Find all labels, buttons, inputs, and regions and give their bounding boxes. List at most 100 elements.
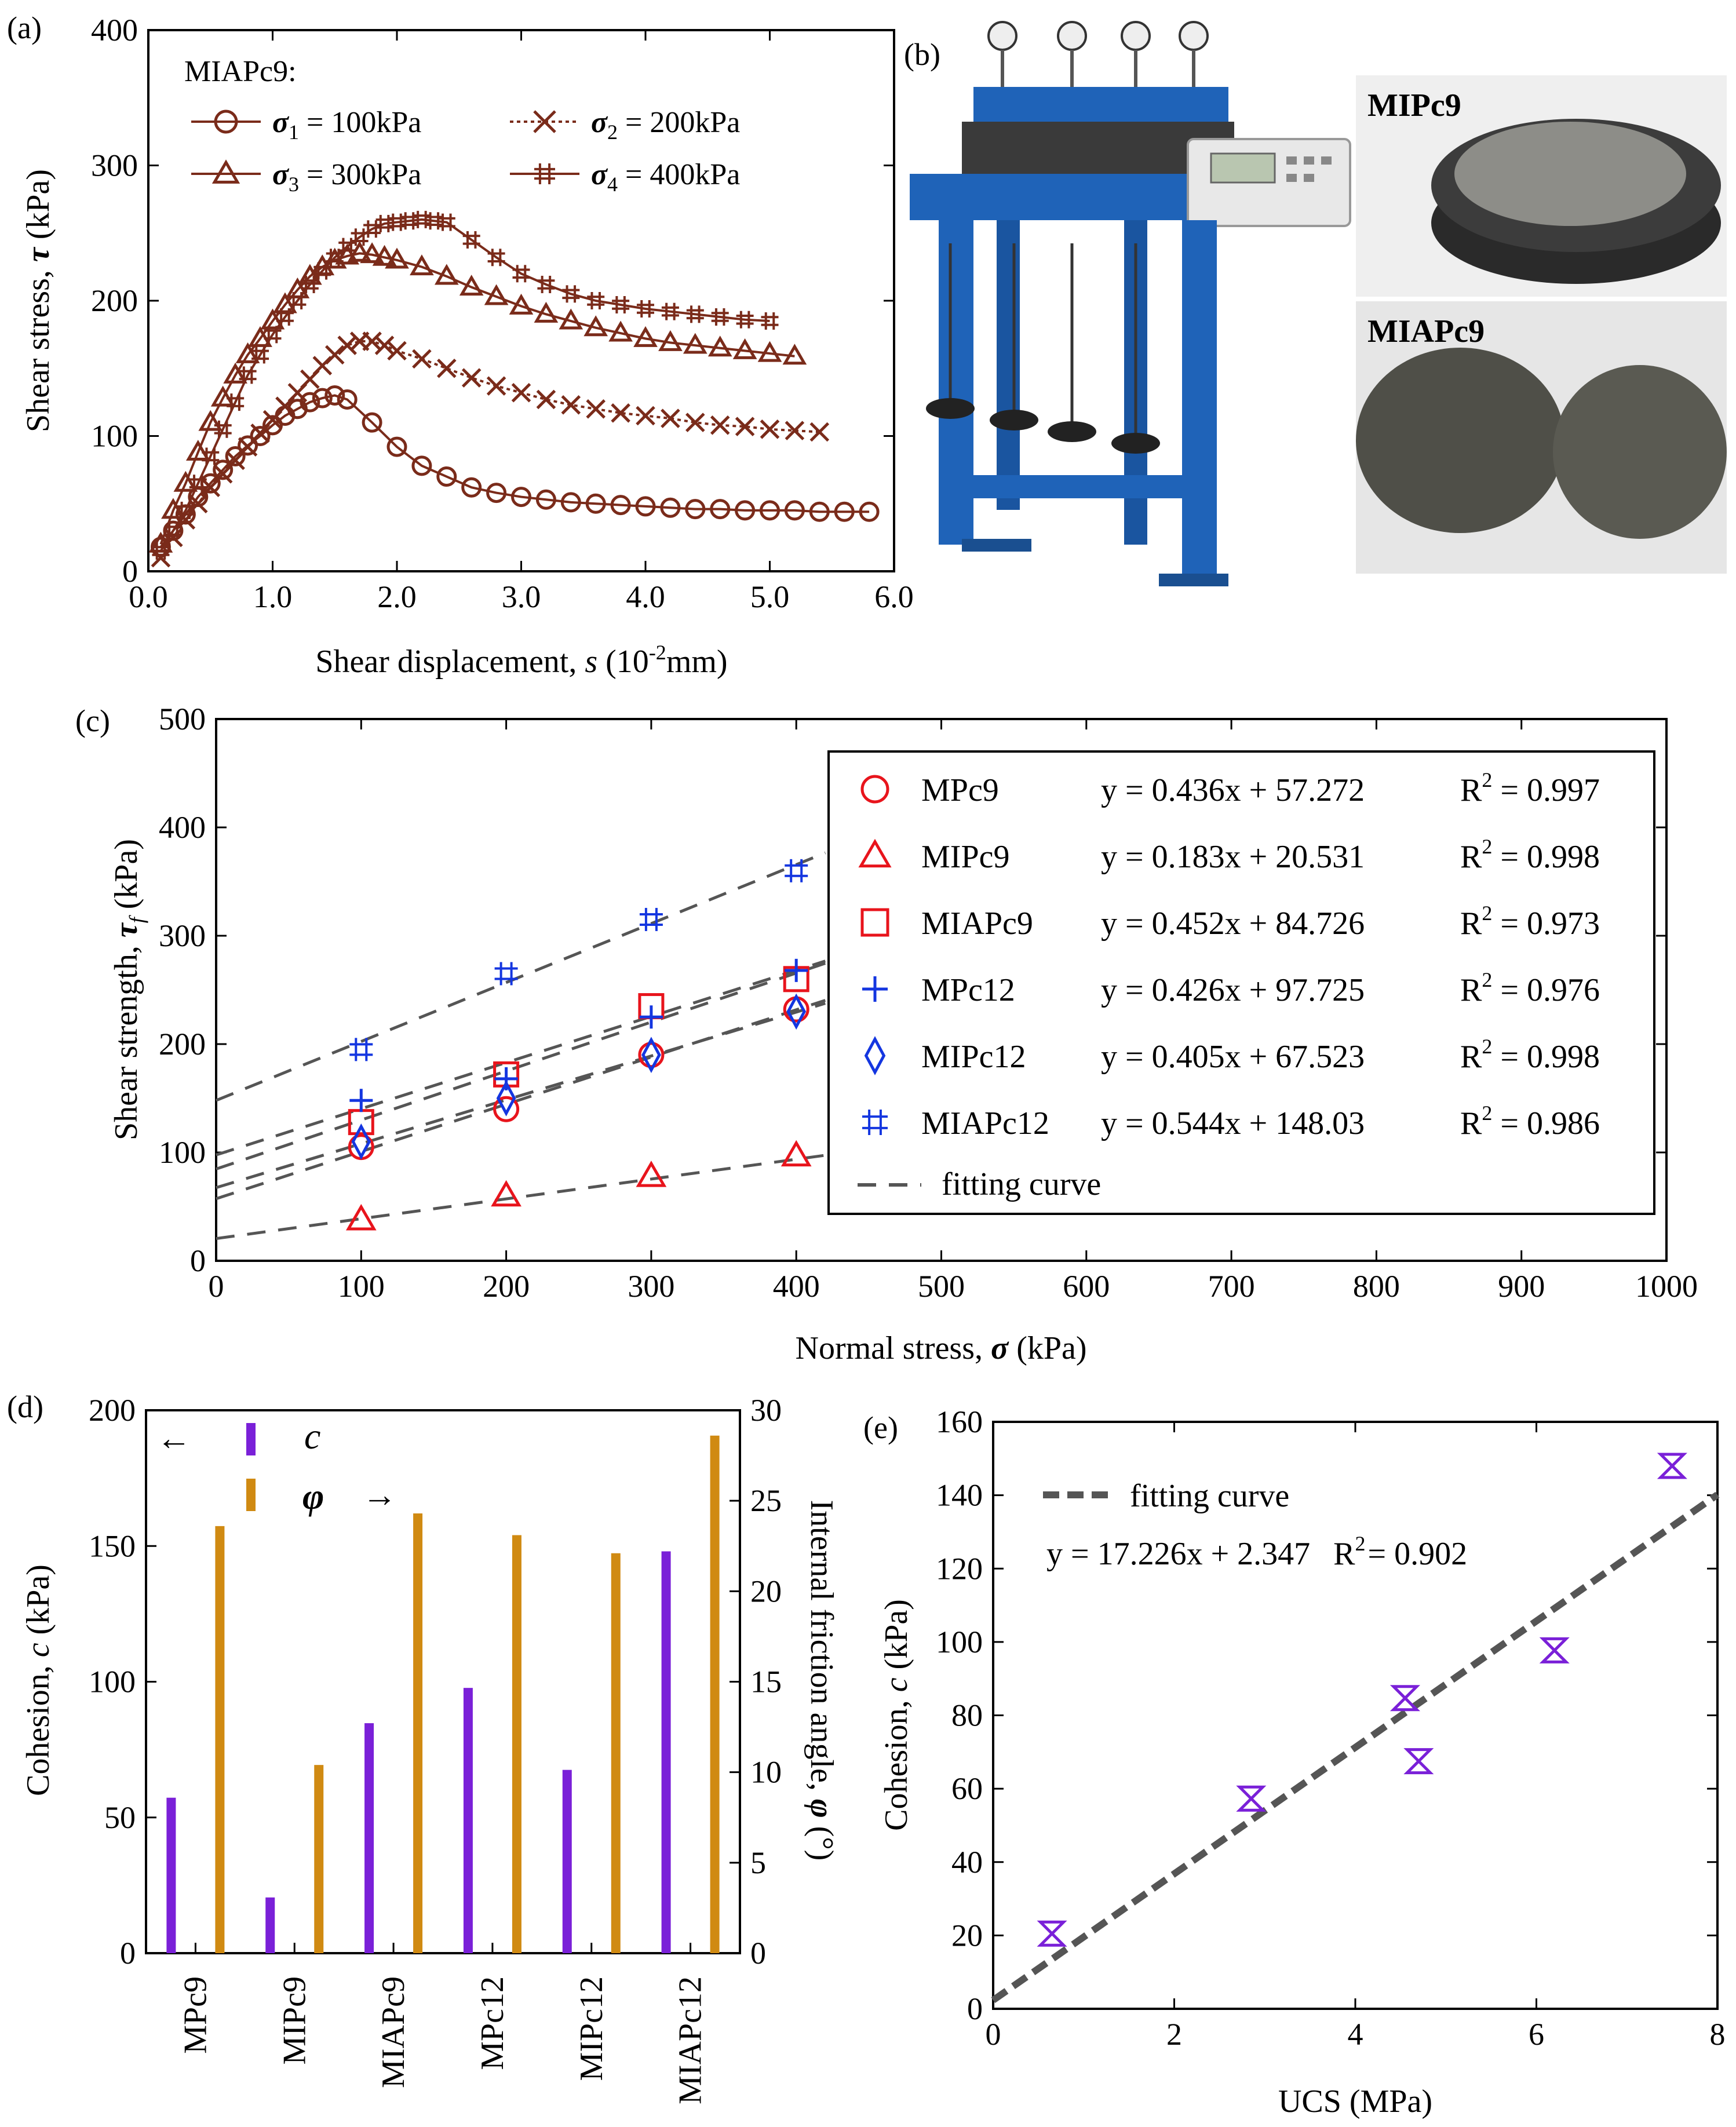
series-3-point-6-shape: [223, 362, 247, 384]
bar-cohesion-MPc12: [463, 1688, 473, 1953]
series-2-point-26-b: [561, 395, 581, 415]
a-ytick-label-2: 200: [91, 283, 138, 318]
panel-c-fitting-lines: [216, 851, 826, 1241]
legend-marker-MPc12: [862, 976, 888, 1002]
panel-d-left-axis-label: Cohesion, c (kPa): [20, 1564, 56, 1796]
point-MIPc9-0-shape: [345, 1203, 377, 1231]
legend-name-MIPc12: MIPc12: [921, 1039, 1026, 1075]
e-ytick-label-8: 160: [936, 1404, 983, 1439]
series-3-point-31: [683, 333, 707, 354]
c-xtick-label-3: 300: [628, 1269, 674, 1304]
series-1-point-16: [362, 412, 382, 433]
d-right-tick-label-2: 10: [750, 1755, 782, 1790]
series-1-point-29-shape: [685, 499, 706, 520]
point-MIAPc9-0-shape: [348, 1109, 374, 1136]
bar-cohesion-MIPc9: [265, 1897, 275, 1953]
e-ytick-label-2: 40: [951, 1845, 983, 1880]
legend-marker-MIPc9-shape: [858, 838, 892, 868]
series-4-point-29: [587, 292, 605, 309]
series-3-point-35: [782, 344, 807, 365]
series-2-point-31: [685, 413, 705, 432]
point-MIPc12-1-shape: [496, 1080, 516, 1117]
series-3-point-27: [583, 315, 608, 337]
series-1-point-21: [486, 483, 507, 504]
point-e-4-shape: [1539, 1637, 1570, 1663]
series-2-point-30-b: [661, 408, 680, 428]
e-ytick-label-0: 0: [967, 1991, 983, 2026]
sample-label-miapc9: MIAPc9: [1367, 313, 1485, 349]
series-3-point-23: [484, 284, 509, 305]
legend-friction-angle-label: φ: [302, 1476, 324, 1517]
series-1-point-28: [660, 497, 681, 518]
e-ytick-label-6: 120: [936, 1551, 983, 1586]
series-3-point-6: [223, 362, 247, 384]
series-2-point-35-b: [785, 421, 805, 440]
series-3-point-29-shape: [633, 326, 658, 347]
legend-marker-3-shape: [211, 159, 240, 184]
series-1-point-21-shape: [486, 483, 507, 504]
series-4-point-13: [313, 262, 331, 280]
point-e-5: [1657, 1453, 1687, 1479]
series-2-point-27-b: [586, 399, 606, 419]
series-3-point-28-shape: [608, 320, 633, 342]
c-xtick-label-2: 200: [483, 1269, 530, 1304]
point-MPc12-0: [349, 1089, 373, 1112]
bar-cohesion-MPc9: [166, 1797, 176, 1953]
panel-c-y-axis-label: Shear strength, τf (kPa): [108, 839, 148, 1140]
panel-c-ticks: 0 100 200 300 400 500 600 700 800 900 1000 0 100 200 3…: [159, 702, 1698, 1304]
series-2-point-25-b: [536, 389, 556, 410]
series-2-point-22: [461, 368, 482, 388]
fit-line-MIAPc12: [216, 851, 826, 1102]
series-4-point-1: [164, 521, 182, 539]
series-3-point-34-shape: [757, 341, 782, 362]
series-3-point-7: [235, 342, 260, 363]
series-3-point-5-shape: [210, 385, 235, 407]
series-1-point-19-shape: [436, 466, 457, 487]
point-MIPc9-1: [491, 1180, 521, 1207]
series-1-point-34-shape: [809, 501, 830, 522]
series-4-point-0: [152, 542, 170, 560]
series-2-point-25: [536, 389, 556, 410]
a-xtick-label-4: 4.0: [626, 579, 665, 614]
series-2-point-32: [710, 415, 730, 435]
series-1-point-35: [834, 501, 855, 522]
d-right-tick-label-6: 30: [750, 1393, 782, 1428]
d-left-tick-label-0: 0: [120, 1936, 136, 1971]
point-MIAPc12-2: [639, 907, 663, 931]
panel-e-y-axis-label: Cohesion, c (kPa): [878, 1599, 914, 1831]
d-right-tick-label-4: 20: [750, 1574, 782, 1608]
series-3-point-25-shape: [534, 301, 559, 323]
series-1-line: [159, 394, 870, 548]
series-4-point-14: [326, 249, 344, 267]
series-2-point-24: [511, 383, 531, 403]
series-2-point-19: [387, 341, 407, 361]
a-ytick-label-1: 100: [91, 419, 138, 454]
point-MIPc9-3: [781, 1140, 812, 1167]
d-left-tick-label-1: 50: [104, 1800, 136, 1835]
fit-line-e: [991, 1491, 1720, 2004]
series-1-point-15-shape: [337, 389, 358, 410]
point-e-5-shape: [1657, 1453, 1687, 1479]
c-xtick-label-9: 900: [1498, 1269, 1545, 1304]
series-2-point-18-b: [374, 335, 395, 355]
panel-label-d: (d): [7, 1389, 43, 1424]
bar-friction-angle-MIAPc9: [413, 1513, 423, 1953]
series-1-point-27: [635, 496, 656, 517]
series-4-point-11: [289, 292, 307, 309]
series-3-point-26-shape: [559, 308, 583, 330]
panel-e-legend-label: fitting curve: [1130, 1478, 1289, 1514]
panel-d-category-labels: MPc9 MIPc9 MIAPc9 MPc12 MIPc12 MIAPc12: [177, 1943, 709, 2104]
panel-d-right-axis-label: Internal friction angle, φ (°): [804, 1500, 840, 1861]
series-4-point-34: [711, 308, 729, 326]
series-3-point-1-shape: [161, 498, 185, 519]
legend-friction-angle-swatch: [246, 1479, 256, 1511]
legend-marker-MIAPc9: [860, 908, 889, 937]
series-1-point-6: [225, 446, 246, 467]
series-4-point-18: [375, 214, 393, 232]
series-1-point-12: [300, 392, 320, 413]
panel-d-bars: [166, 1435, 720, 1953]
legend-cohesion-swatch: [246, 1423, 256, 1455]
panel-a-x-axis-label: Shear displacement, s (10-2mm): [315, 641, 727, 680]
series-3-point-5: [210, 385, 235, 407]
